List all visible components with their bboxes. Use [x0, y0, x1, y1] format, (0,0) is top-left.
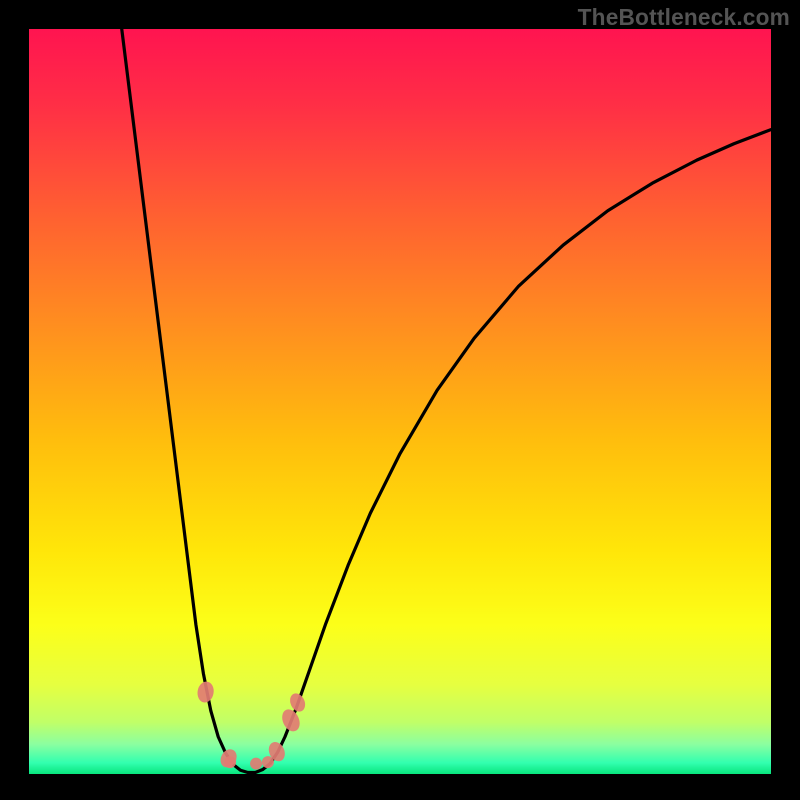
data-point-marker [251, 758, 262, 769]
data-point-marker [262, 757, 273, 768]
chart-plot-area [29, 29, 771, 774]
watermark-text: TheBottleneck.com [578, 4, 790, 31]
chart-svg [29, 29, 771, 774]
data-point-marker [225, 757, 236, 768]
chart-gradient-background [29, 29, 771, 774]
